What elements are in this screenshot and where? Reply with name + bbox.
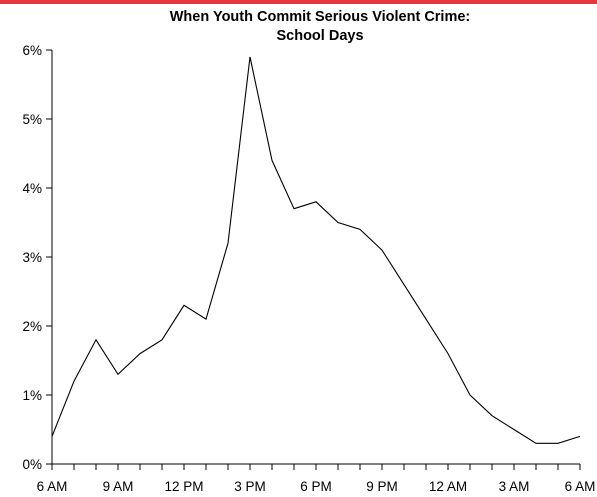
x-tick-label: 9 AM [103,479,134,494]
y-tick-label: 3% [22,250,42,265]
data-point [535,442,538,445]
series-line [51,56,581,444]
y-tick-label: 6% [22,43,42,58]
y-axis: 0% 1% 2% 3% 4% 5% 6% [22,43,53,472]
x-tick-label: 6 AM [37,479,68,494]
top-accent-rule [0,0,597,4]
data-point [557,442,560,445]
x-tick-label: 9 PM [366,479,398,494]
data-point [271,159,274,162]
y-tick-label: 1% [22,388,42,403]
x-tick-label: 12 PM [164,479,203,494]
x-tick-label: 6 PM [300,479,332,494]
y-tick-label: 2% [22,319,42,334]
y-tick-label: 5% [22,112,42,127]
data-point [73,380,76,383]
data-point [579,435,582,438]
data-point [95,338,98,341]
y-tick-label: 4% [22,181,42,196]
data-point [161,338,164,341]
x-tick-label: 6 AM [565,479,596,494]
data-point [359,228,362,231]
data-point [513,428,516,431]
data-point [227,242,230,245]
data-point [205,318,208,321]
chart-title-line-1: When Youth Commit Serious Violent Crime: [169,9,471,25]
chart-title-line-2: School Days [276,28,364,44]
data-point [425,318,428,321]
data-point [293,207,296,210]
data-point [381,249,384,252]
data-point [403,283,406,286]
data-point [249,55,252,58]
data-point [139,352,142,355]
chart-title: When Youth Commit Serious Violent Crime:… [60,8,580,46]
data-point [337,221,340,224]
data-point [447,352,450,355]
data-point [315,200,318,203]
x-tick-label: 3 PM [234,479,266,494]
y-tick-label: 0% [22,457,42,472]
data-point [491,414,494,417]
data-point [469,394,472,397]
x-axis: 6 AM 9 AM 12 PM 3 PM 6 PM 9 PM 12 AM 3 AM 6 AM [37,463,596,494]
series-group [51,55,582,445]
data-point [183,304,186,307]
x-tick-label: 3 AM [499,479,530,494]
x-tick-label: 12 AM [429,479,467,494]
data-point [117,373,120,376]
data-point [51,435,54,438]
